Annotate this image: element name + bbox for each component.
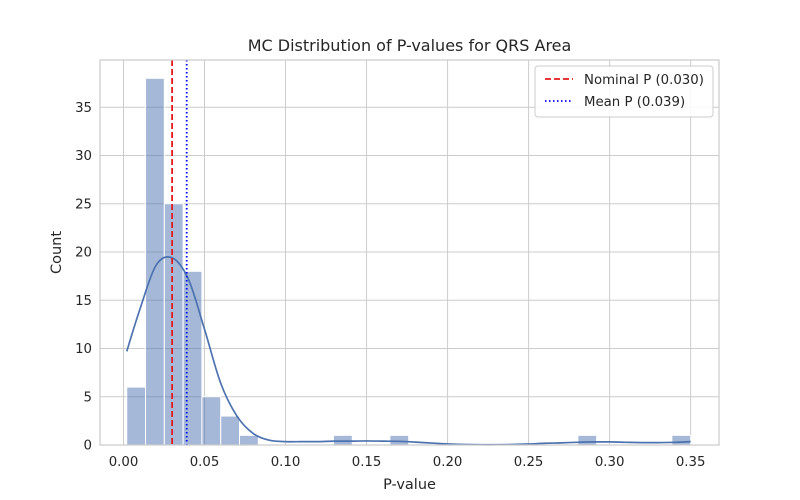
x-tick-label: 0.30 [595,455,625,470]
y-axis-label: Count [49,231,65,274]
legend-label: Nominal P (0.030) [584,73,704,88]
chart-title: MC Distribution of P-values for QRS Area [248,36,572,55]
histogram-bar [163,203,184,446]
y-axis-ticks: 0 5 10 15 20 25 30 35 [75,101,92,454]
y-tick-label: 0 [84,439,92,454]
histogram-bar [577,434,598,446]
legend-box [534,65,714,118]
histogram-bar [333,434,353,446]
kde-line [125,255,691,446]
x-tick-label: 0.05 [190,455,220,470]
plot-area [99,59,720,446]
y-tick-label: 35 [75,101,92,116]
legend-label: Mean P (0.039) [584,95,685,110]
histogram-bar [145,77,165,446]
y-tick-label: 15 [75,294,92,309]
histogram-bar [389,434,410,446]
legend: Nominal P (0.030) Mean P (0.039) [534,65,714,118]
x-tick-label: 0.00 [109,455,139,470]
histogram-bar [126,386,147,446]
y-tick-label: 30 [75,149,92,164]
x-axis-ticks: 0.00 0.05 0.10 0.15 0.20 0.25 0.30 0.35 [109,455,706,470]
histogram-bar [239,434,259,446]
x-tick-label: 0.25 [514,455,544,470]
x-axis-label: P-value [383,477,436,493]
histogram-bar [671,434,692,446]
y-tick-label: 5 [84,390,92,405]
x-tick-label: 0.10 [271,455,301,470]
histogram-bar [220,415,241,446]
reference-lines [171,60,188,445]
histogram-bars [126,77,692,446]
y-tick-label: 20 [75,246,92,261]
x-tick-label: 0.15 [352,455,382,470]
y-tick-label: 25 [75,197,92,212]
x-tick-label: 0.35 [676,455,706,470]
plot-frame [99,59,720,446]
histogram-bar [201,396,222,446]
y-tick-label: 10 [75,342,92,357]
x-tick-label: 0.20 [433,455,463,470]
kde-curve [125,255,691,446]
